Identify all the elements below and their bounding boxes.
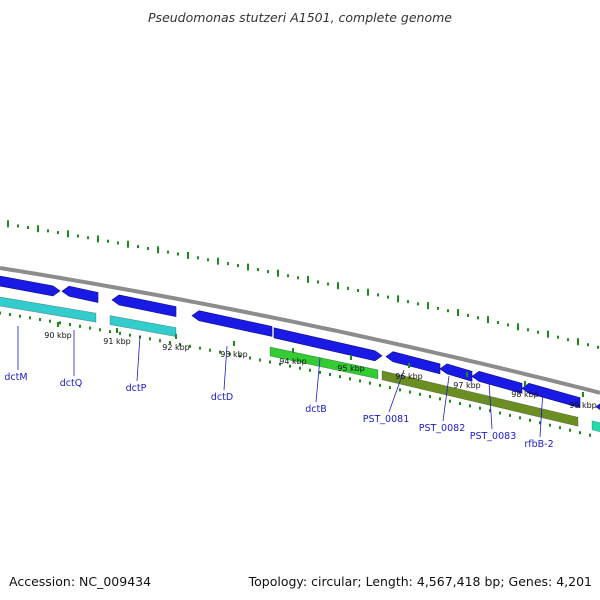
cds-dctD: [191, 310, 273, 337]
scale-ticks: 90 kbp 91 kbp 92 kbp 93 kbp 94 kbp 95 kbp 96 k…: [0, 311, 597, 437]
feature-teal: [591, 420, 600, 433]
gene-label: dctB: [305, 404, 327, 415]
gene-label: dctD: [211, 392, 233, 403]
gene-label: dctQ: [60, 378, 82, 389]
feature-track: [0, 275, 600, 433]
backbone-line: [0, 266, 600, 395]
cds-PST-0083: [471, 371, 523, 394]
map-title: Pseudomonas stutzeri A1501, complete gen…: [148, 10, 452, 25]
cds-dctB: [273, 327, 383, 362]
cds-dctM: [0, 275, 61, 297]
gene-leader-line: [315, 357, 321, 403]
kbp-label: 90 kbp: [44, 331, 72, 340]
cds-dctP: [111, 294, 177, 318]
gene-leader-line: [539, 389, 544, 438]
gene-label: dctM: [4, 372, 27, 383]
kbp-label: 93 kbp: [220, 350, 248, 359]
cds-edge: [595, 403, 600, 411]
kbp-label: 94 kbp: [279, 357, 307, 366]
kbp-label: 97 kbp: [453, 381, 481, 390]
gene-labels: dctM dctQ dctP dctD dctB PST_0081 PST_0082 PST_…: [4, 326, 554, 450]
gene-leader-line: [136, 335, 141, 382]
cds-dctQ: [61, 285, 99, 303]
gene-label: PST_0083: [470, 431, 517, 442]
kbp-label: 96 kbp: [395, 372, 423, 381]
gene-leader-line: [442, 375, 450, 422]
cds-rfbB-2: [521, 382, 581, 409]
cds-PST-0082: [439, 363, 473, 382]
gene-leader-line: [488, 381, 493, 430]
kbp-label: 92 kbp: [162, 343, 190, 352]
gene-label: dctP: [126, 383, 147, 394]
kbp-label: 95 kbp: [337, 364, 365, 373]
feature-green: [269, 346, 379, 380]
gc-content-ticks: [7, 220, 599, 349]
gene-label: rfbB-2: [524, 439, 553, 450]
feature-cyan-1: [0, 296, 97, 323]
kbp-label: 98 kbp: [511, 390, 539, 399]
kbp-label: 91 kbp: [103, 337, 131, 346]
kbp-label: 99 kbp: [569, 401, 597, 410]
genome-backbone: [0, 266, 600, 395]
accession-text: Accession: NC_009434: [9, 574, 151, 589]
gene-label: PST_0082: [419, 423, 466, 434]
gene-leader-line: [388, 369, 405, 413]
feature-olive: [381, 370, 579, 427]
cds-PST-0081: [385, 351, 441, 375]
gene-leader-line: [223, 345, 228, 391]
gene-label: PST_0081: [363, 414, 410, 425]
genome-summary-text: Topology: circular; Length: 4,567,418 bp…: [248, 574, 592, 589]
